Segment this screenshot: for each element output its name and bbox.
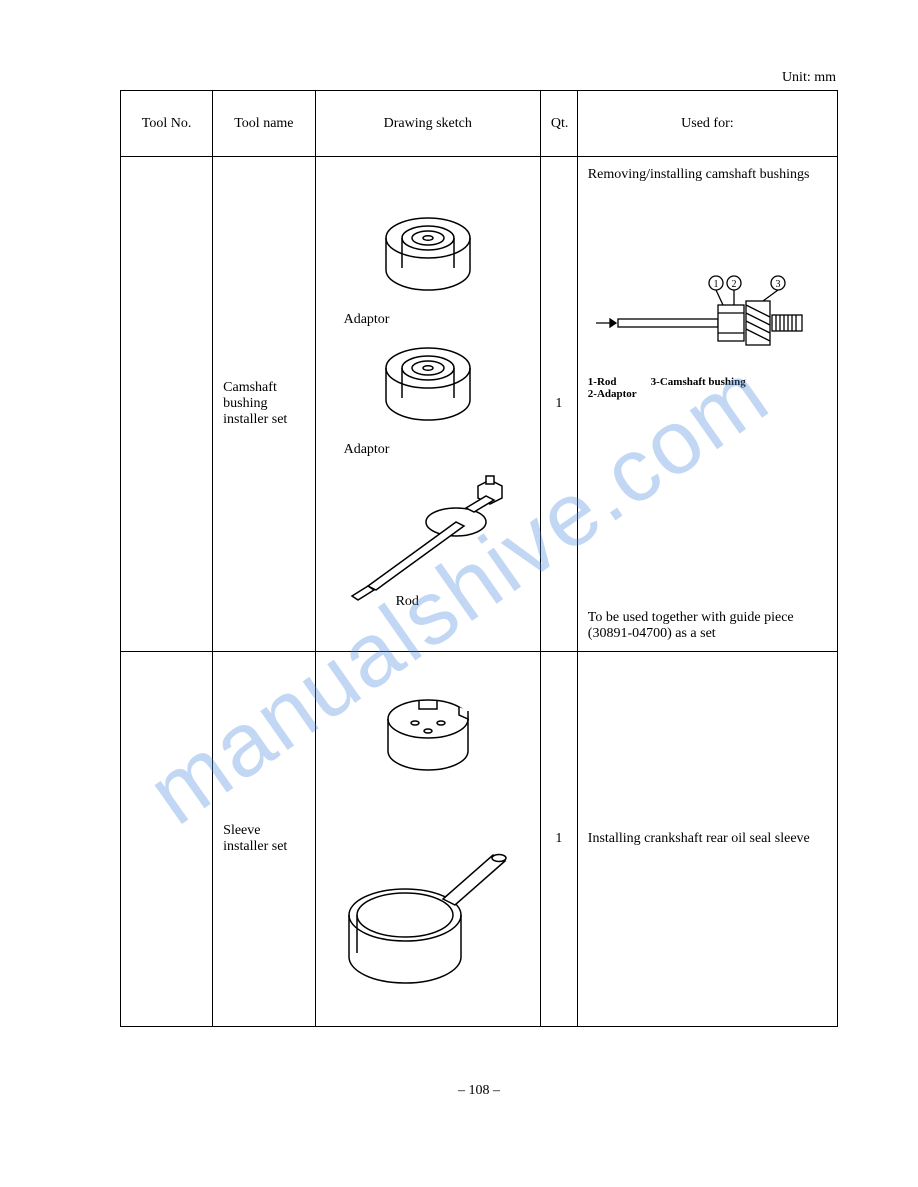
sketch-label-adaptor1: Adaptor	[326, 312, 530, 328]
callout-3: 3	[775, 279, 780, 290]
usedfor-note: To be used together with guide piece (30…	[588, 610, 827, 642]
tools-table: Tool No. Tool name Drawing sketch Qt. Us…	[120, 90, 838, 1027]
rod-icon	[338, 468, 518, 608]
cell-tool-name: Sleeve installer set	[213, 652, 315, 1027]
callout-1: 1	[713, 279, 718, 290]
table-row: Camshaft bushing installer set	[121, 157, 838, 652]
sleeve-cap-icon	[373, 687, 483, 797]
diagram-legend: 1-Rod 2-Adaptor 3-Camshaft bushing	[588, 376, 827, 400]
legend-item: 2-Adaptor	[588, 388, 637, 400]
assembly-diagram: 1 2 3	[588, 273, 827, 368]
cell-tool-no	[121, 157, 213, 652]
cell-qt: 1	[540, 652, 577, 1027]
header-tool-no: Tool No.	[121, 91, 213, 157]
callout-2: 2	[731, 279, 736, 290]
page-content: Unit: mm Tool No. Tool name Drawing sket…	[0, 0, 918, 1139]
adaptor-icon	[373, 338, 483, 438]
sleeve-tool-icon	[333, 807, 523, 997]
cell-qt: 1	[540, 157, 577, 652]
legend-item: 1-Rod	[588, 376, 637, 388]
unit-label: Unit: mm	[120, 70, 838, 86]
header-tool-name: Tool name	[213, 91, 315, 157]
cell-tool-no	[121, 652, 213, 1027]
table-row: Sleeve installer set	[121, 652, 838, 1027]
adaptor-icon	[373, 208, 483, 308]
legend-item: 3-Camshaft bushing	[651, 376, 746, 400]
header-used-for: Used for:	[577, 91, 837, 157]
cell-used-for: Installing crankshaft rear oil seal slee…	[577, 652, 837, 1027]
cell-drawing-sketch: Adaptor Ad	[315, 157, 540, 652]
header-drawing-sketch: Drawing sketch	[315, 91, 540, 157]
cell-drawing-sketch	[315, 652, 540, 1027]
sketch-label-adaptor2: Adaptor	[326, 442, 530, 458]
header-qt: Qt.	[540, 91, 577, 157]
usedfor-title: Removing/installing camshaft bushings	[588, 167, 827, 183]
cell-tool-name: Camshaft bushing installer set	[213, 157, 315, 652]
cell-used-for: Removing/installing camshaft bushings	[577, 157, 837, 652]
table-header-row: Tool No. Tool name Drawing sketch Qt. Us…	[121, 91, 838, 157]
page-number: – 108 –	[120, 1083, 838, 1099]
